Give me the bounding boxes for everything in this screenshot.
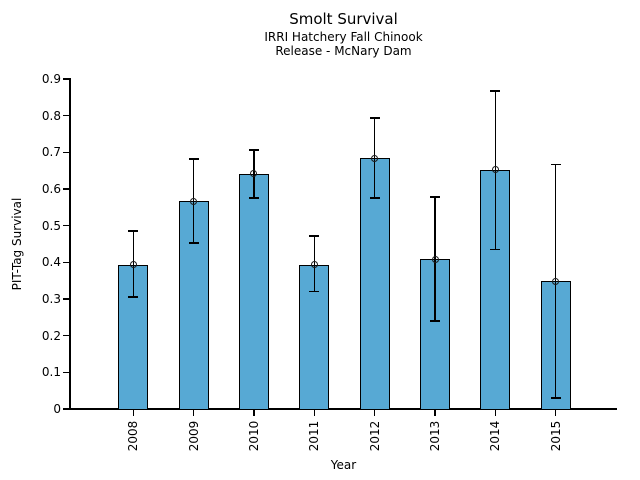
chart-title: Smolt Survival — [289, 10, 398, 28]
error-bar-cap-top — [369, 117, 380, 119]
y-tick-label: 0.5 — [41, 218, 61, 233]
y-tick-label: 0.9 — [41, 71, 61, 86]
data-point-marker — [250, 170, 258, 178]
data-point-marker — [552, 277, 560, 285]
x-tick — [434, 409, 436, 416]
y-tick-label: 0.3 — [41, 291, 61, 306]
error-bar-cap-bottom — [430, 320, 440, 322]
y-tick-label: 0.1 — [41, 365, 61, 380]
y-tick — [63, 224, 70, 227]
x-tick-label: 2008 — [126, 420, 141, 452]
error-bar-cap-top — [248, 149, 259, 151]
y-tick-label: 0.6 — [41, 181, 61, 196]
x-tick — [313, 409, 316, 416]
error-bar-cap-bottom — [490, 248, 501, 251]
x-tick-label: 2015 — [548, 420, 563, 452]
error-bar-cap-bottom — [369, 197, 380, 199]
x-tick-label: 2011 — [307, 420, 322, 452]
y-tick-label: 0.4 — [41, 255, 61, 270]
error-bar-cap-bottom — [128, 296, 139, 298]
bar — [238, 173, 269, 410]
data-point-marker — [491, 166, 499, 174]
x-tick-label: 2012 — [367, 420, 382, 452]
x-tick — [192, 409, 195, 416]
bar — [359, 158, 390, 410]
x-tick-label: 2014 — [488, 420, 503, 452]
chart-subtitle-line1: IRRI Hatchery Fall Chinook — [264, 30, 423, 44]
error-bar-cap-top — [430, 196, 440, 198]
x-axis-label: Year — [330, 458, 357, 472]
chart-subtitle-line2: Release - McNary Dam — [275, 44, 412, 58]
x-tick — [253, 409, 255, 416]
y-tick — [63, 114, 70, 117]
x-tick — [554, 409, 557, 416]
y-tick — [63, 188, 70, 190]
data-point-marker — [310, 261, 318, 269]
error-bar-cap-bottom — [188, 242, 199, 244]
x-tick — [373, 409, 376, 416]
x-axis-spine — [69, 408, 617, 410]
y-tick — [63, 371, 70, 374]
y-axis-label: PIT-Tag Survival — [10, 197, 24, 291]
y-tick-label: 0.7 — [41, 145, 61, 160]
y-axis-spine — [69, 78, 71, 410]
y-tick-label: 0 — [53, 402, 61, 416]
x-tick — [132, 409, 135, 416]
data-point-marker — [190, 197, 198, 205]
x-tick — [494, 409, 497, 416]
x-tick-label: 2013 — [428, 420, 442, 452]
data-point-marker — [371, 154, 379, 162]
data-point-marker — [129, 261, 137, 269]
y-tick-label: 0.2 — [41, 328, 61, 343]
error-bar-cap-bottom — [550, 397, 561, 399]
x-tick-label: 2009 — [186, 420, 201, 452]
y-tick — [63, 298, 70, 300]
y-tick — [63, 78, 70, 80]
error-bar-cap-top — [188, 158, 199, 160]
y-tick — [63, 408, 70, 410]
y-tick — [63, 261, 70, 264]
y-tick — [63, 151, 70, 154]
error-bar-cap-top — [550, 163, 561, 166]
x-tick-label: 2010 — [246, 420, 261, 452]
error-bar-cap-top — [128, 230, 139, 232]
y-tick — [63, 334, 70, 337]
error-bar-cap-top — [309, 235, 320, 237]
error-bar-cap-bottom — [309, 290, 320, 293]
error-bar-cap-top — [490, 90, 501, 92]
y-tick-label: 0.8 — [41, 108, 61, 123]
error-bar-cap-bottom — [248, 197, 259, 199]
data-point-marker — [431, 255, 439, 263]
